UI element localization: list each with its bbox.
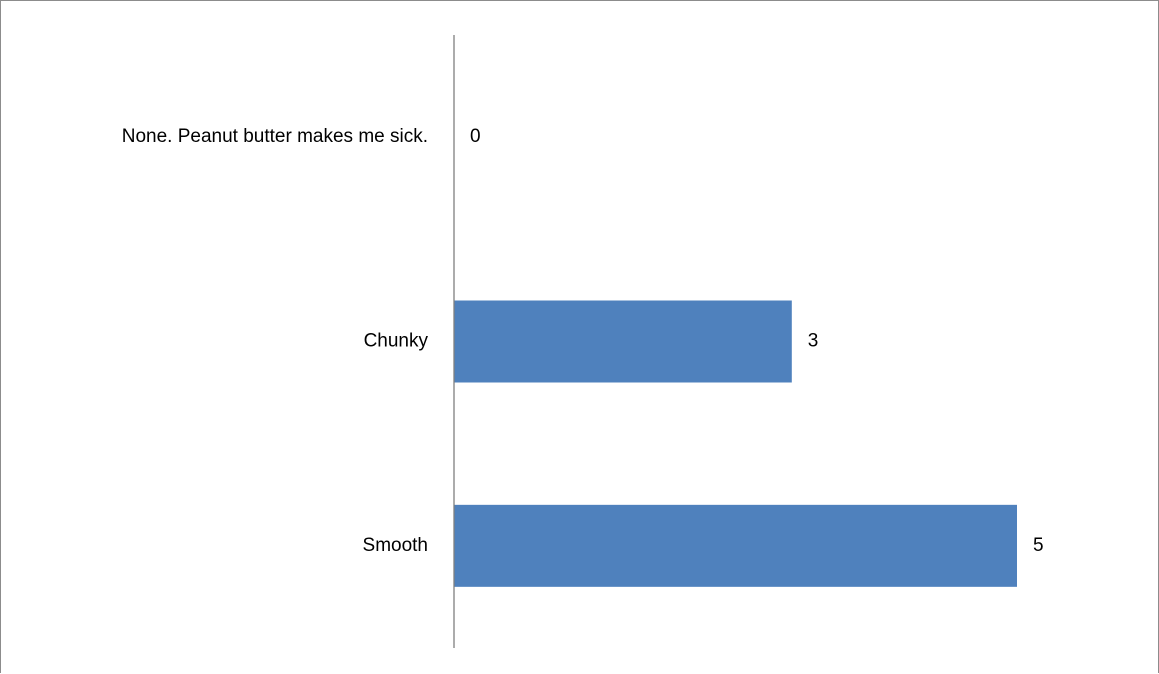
- category-label-2: Smooth: [363, 535, 428, 556]
- data-label-0: 0: [470, 126, 481, 147]
- category-label-0: None. Peanut butter makes me sick.: [122, 126, 428, 147]
- data-label-1: 3: [808, 331, 819, 352]
- data-label-2: 5: [1033, 535, 1044, 556]
- labels-layer: None. Peanut butter makes me sick. 0 Chunk…: [122, 126, 1044, 556]
- bars-layer: [454, 300, 1017, 587]
- bar-1: [454, 300, 792, 383]
- bar-2: [454, 504, 1017, 587]
- category-label-1: Chunky: [364, 331, 429, 352]
